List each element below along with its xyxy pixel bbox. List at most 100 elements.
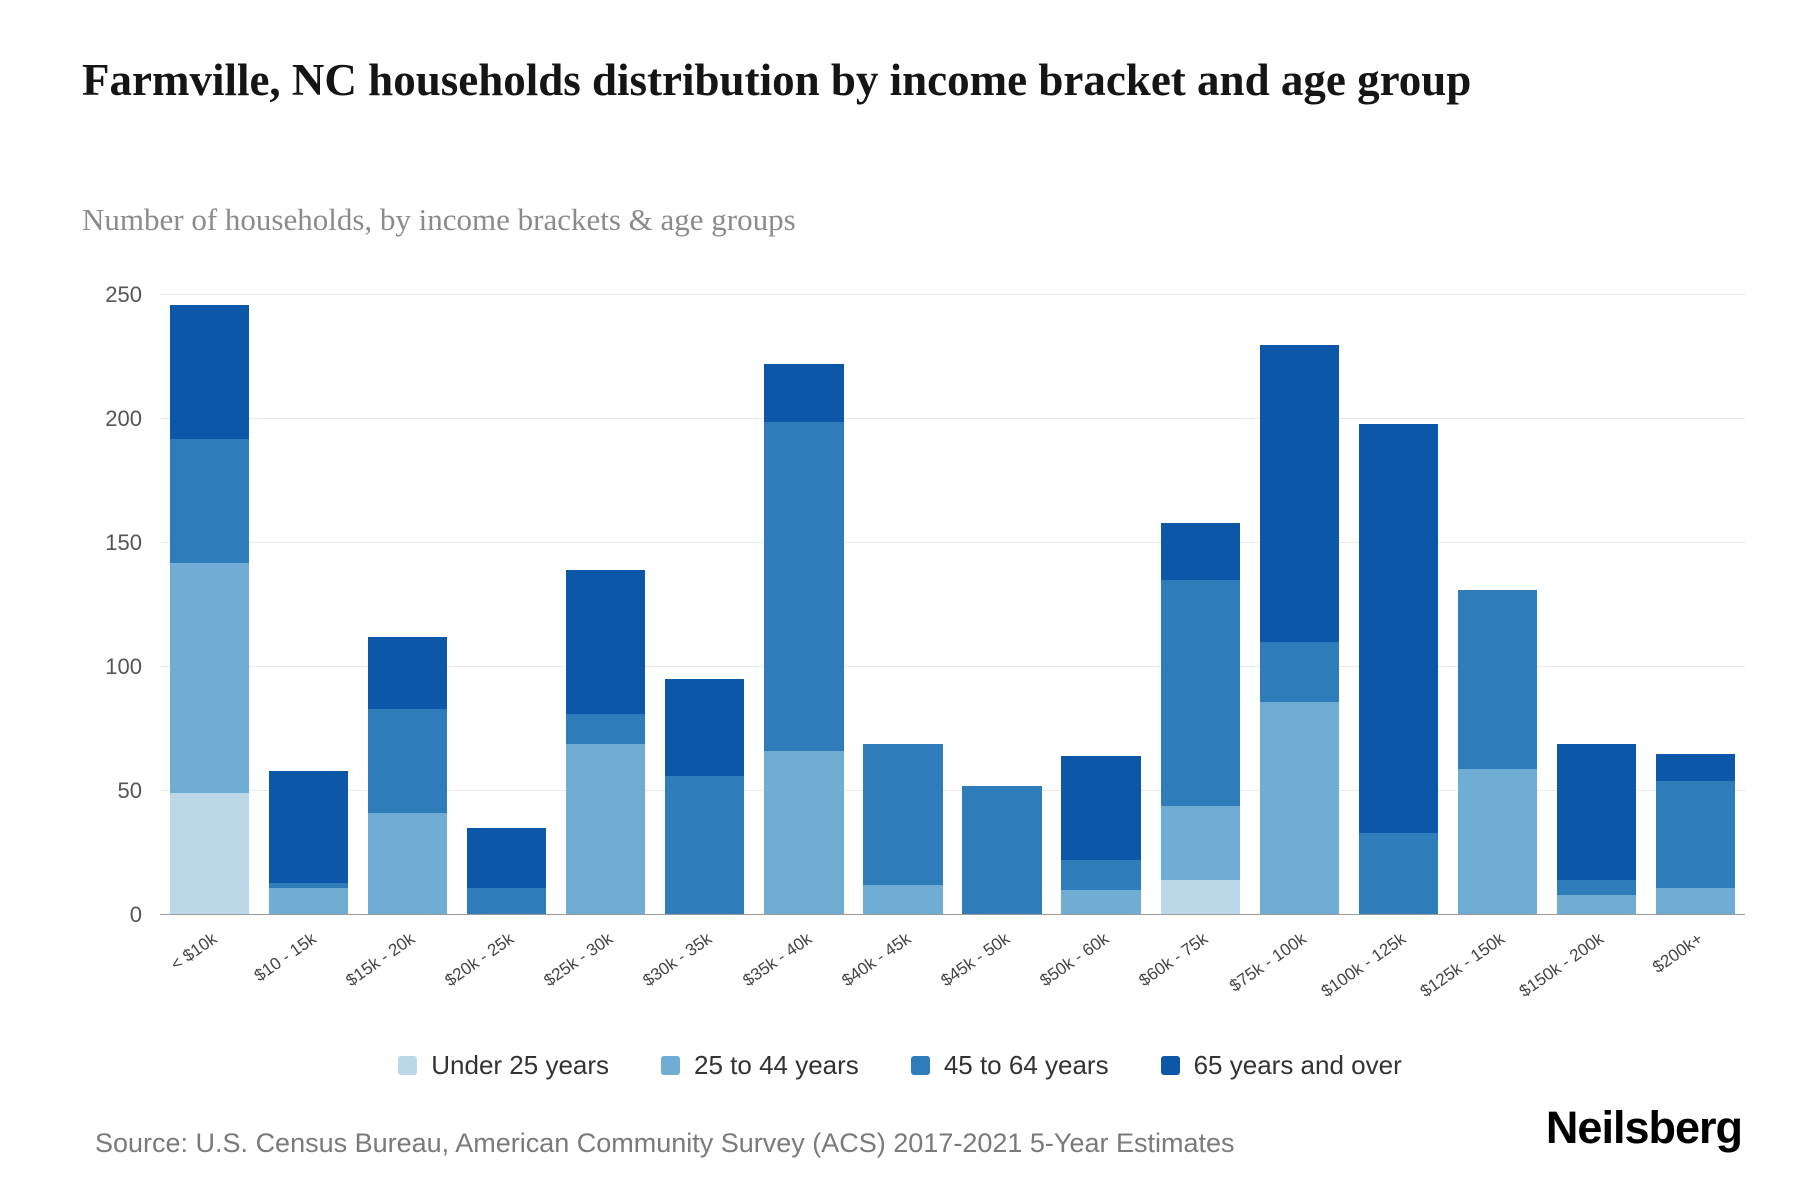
legend: Under 25 years 25 to 44 years 45 to 64 yea… — [0, 1050, 1800, 1081]
bar-segment[interactable] — [764, 751, 844, 915]
bar-segment[interactable] — [566, 714, 646, 744]
bar-stack — [1259, 295, 1339, 915]
x-tick-label: $50k - 60k — [1036, 929, 1112, 991]
y-tick-label: 250 — [105, 282, 142, 307]
bar-segment[interactable] — [1061, 860, 1141, 891]
bar-segment[interactable] — [368, 637, 448, 710]
bar-segment[interactable] — [268, 771, 349, 883]
bar-stack — [1160, 295, 1240, 915]
bar-segment[interactable] — [467, 828, 547, 888]
bar-segment[interactable] — [1655, 781, 1736, 888]
y-tick-label: 0 — [129, 902, 142, 927]
bar-stack — [467, 295, 547, 915]
x-tick-label: < $10k — [167, 929, 221, 975]
bar-group: $60k - 75k — [1135, 295, 1250, 990]
bar-segment[interactable] — [665, 679, 745, 777]
legend-item[interactable]: 65 years and over — [1160, 1050, 1402, 1081]
x-tick-label: $20k - 25k — [441, 929, 518, 991]
bar-segment[interactable] — [1160, 880, 1240, 915]
bar-segment[interactable] — [1655, 887, 1736, 915]
bar-group: $15k - 20k — [343, 295, 457, 990]
x-tick-label: $35k - 40k — [738, 929, 815, 991]
bar-segment[interactable] — [268, 887, 349, 915]
bar-stack — [368, 295, 448, 915]
bar-segment[interactable] — [1655, 753, 1736, 782]
y-tick-label: 150 — [105, 530, 142, 555]
bar-segment[interactable] — [962, 786, 1042, 915]
bar-stack — [566, 295, 646, 915]
bar-segment[interactable] — [467, 887, 547, 915]
legend-item[interactable]: Under 25 years — [398, 1050, 609, 1081]
bar-segment[interactable] — [1457, 590, 1537, 769]
bar-group: $100k - 125k — [1318, 295, 1448, 1001]
bar-segment[interactable] — [1160, 523, 1240, 581]
bar-group: $30k - 35k — [640, 295, 754, 990]
bar-segment[interactable] — [1259, 701, 1339, 915]
bar-stack — [665, 295, 745, 915]
legend-item[interactable]: 25 to 44 years — [661, 1050, 859, 1081]
bar-stack — [1061, 295, 1141, 915]
bar-group: < $10k — [160, 295, 259, 974]
bar-segment[interactable] — [1358, 423, 1438, 834]
bar-segment[interactable] — [764, 364, 844, 422]
y-tick-label: 100 — [105, 654, 142, 679]
bar-group: $25k - 30k — [541, 295, 655, 990]
bar-segment[interactable] — [566, 570, 646, 715]
y-tick-label: 50 — [117, 778, 142, 803]
bar-stack — [1358, 295, 1438, 915]
bars-row: < $10k $10 - 15k $15k - 20k $20k - 25k $25k … — [160, 295, 1745, 1001]
bar-segment[interactable] — [1061, 756, 1141, 861]
legend-item[interactable]: 45 to 64 years — [910, 1050, 1109, 1081]
legend-swatch — [910, 1056, 930, 1075]
legend-label: 65 years and over — [1193, 1050, 1402, 1080]
y-tick-label: 200 — [105, 406, 142, 431]
bar-segment[interactable] — [1160, 805, 1240, 881]
bar-segment[interactable] — [1457, 768, 1537, 915]
bar-segment[interactable] — [1358, 833, 1438, 915]
gridline — [160, 542, 1745, 543]
bar-segment[interactable] — [368, 813, 448, 915]
bar-segment[interactable] — [368, 709, 448, 814]
x-tick-label: $25k - 30k — [540, 929, 617, 991]
bar-stack — [962, 295, 1042, 915]
gridline — [160, 294, 1745, 295]
x-tick-label: $125k - 150k — [1416, 929, 1509, 1001]
bar-stack — [1556, 295, 1637, 915]
bar-stack — [764, 295, 844, 915]
bar-segment[interactable] — [863, 885, 943, 915]
page-title: Farmville, NC households distribution by… — [82, 55, 1472, 105]
bar-segment[interactable] — [1259, 642, 1339, 702]
bar-stack — [1457, 295, 1537, 915]
bar-stack — [863, 295, 943, 915]
legend-label: 25 to 44 years — [694, 1050, 859, 1080]
gridline — [160, 418, 1745, 419]
gridlines: 0 50 100 150 200 250 — [105, 282, 1745, 927]
bar-segment[interactable] — [1061, 890, 1141, 915]
gridline — [160, 790, 1745, 791]
x-tick-label: $40k - 45k — [837, 929, 914, 991]
bar-segment[interactable] — [169, 438, 250, 563]
x-tick-label: $45k - 50k — [936, 929, 1013, 991]
bar-segment[interactable] — [1556, 880, 1637, 896]
bar-segment[interactable] — [268, 882, 349, 888]
bar-segment[interactable] — [169, 304, 250, 439]
bar-segment[interactable] — [665, 776, 745, 915]
x-tick-label: $150k - 200k — [1515, 929, 1608, 1001]
bar-stack — [169, 295, 250, 915]
bar-group: $125k - 150k — [1417, 295, 1547, 1001]
bar-segment[interactable] — [1556, 743, 1637, 881]
bar-segment[interactable] — [566, 743, 646, 915]
gridline — [160, 666, 1745, 667]
bar-segment[interactable] — [1259, 344, 1339, 643]
bar-segment[interactable] — [764, 421, 844, 752]
bar-segment[interactable] — [1556, 895, 1637, 915]
bar-group: $150k - 200k — [1516, 295, 1646, 1001]
bar-group: $10 - 15k — [251, 295, 358, 985]
bar-segment[interactable] — [169, 562, 250, 794]
bar-segment[interactable] — [169, 793, 250, 915]
bar-segment[interactable] — [1160, 580, 1240, 806]
bar-segment[interactable] — [863, 743, 943, 886]
bar-group: $40k - 45k — [838, 295, 952, 990]
bar-group: $50k - 60k — [1036, 295, 1151, 990]
